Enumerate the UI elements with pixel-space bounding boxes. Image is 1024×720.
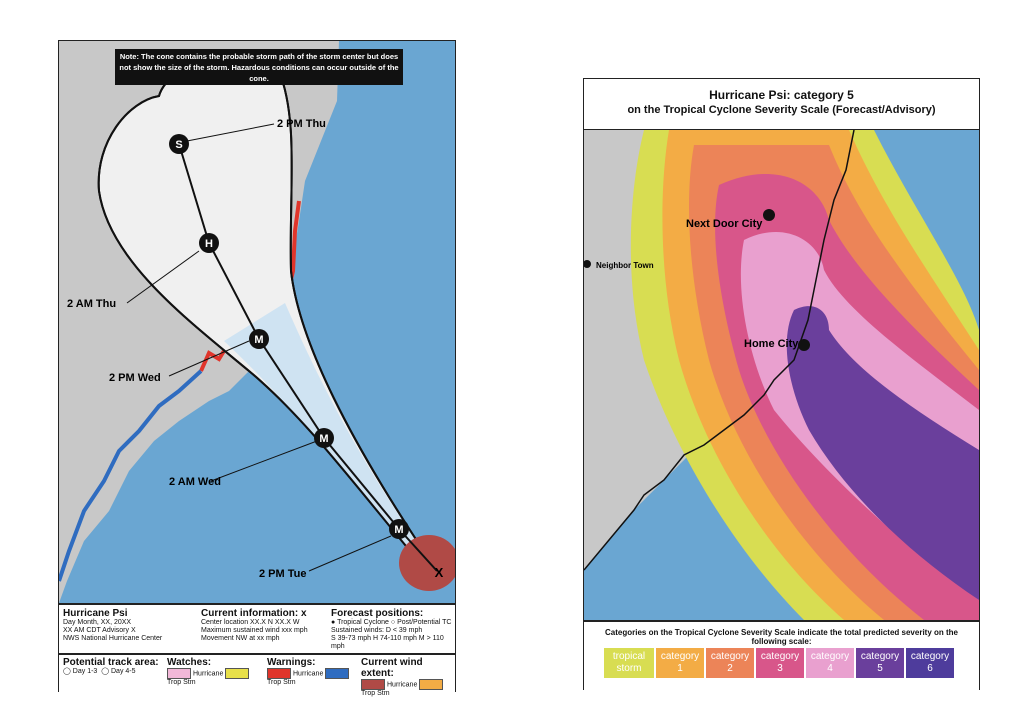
legend-track-area: Potential track area: ◯ Day 1-3 ◯ Day 4-… xyxy=(63,657,159,675)
home-city-label: Home City xyxy=(744,338,799,350)
note-box xyxy=(115,49,403,85)
current-position-marker: X xyxy=(435,565,444,580)
scale-category-5: category 5 xyxy=(856,648,904,678)
scale-category-2: category 2 xyxy=(706,648,754,678)
next-door-city-label: Next Door City xyxy=(686,218,763,230)
scale-caption: Categories on the Tropical Cyclone Sever… xyxy=(605,628,958,646)
legend-watches: Watches: Hurricane Trop Stm xyxy=(167,657,263,687)
coastline xyxy=(584,130,855,571)
svg-text:M: M xyxy=(319,433,328,445)
scale-category-4: category 4 xyxy=(806,648,854,678)
scale-category-1: category 1 xyxy=(656,648,704,678)
svg-text:H: H xyxy=(205,238,213,250)
label-2am-thu: 2 AM Thu xyxy=(67,298,116,310)
next-door-city-marker xyxy=(763,209,775,221)
svg-text:M: M xyxy=(394,524,403,536)
legend-current-info: Current information: x Center location X… xyxy=(201,608,308,642)
cone-note: Note: The cone contains the probable sto… xyxy=(119,52,399,83)
day13-shape-icon: ◯ xyxy=(63,668,71,675)
storm-marker-m1: M xyxy=(249,329,269,349)
storm-marker-s: S xyxy=(169,134,189,154)
storm-name: Hurricane Psi xyxy=(63,608,128,619)
svg-text:M: M xyxy=(254,334,263,346)
storm-marker-m3: M xyxy=(389,519,409,539)
cone-legend: Hurricane Psi Day Month, XX, 20XX XX AM … xyxy=(59,603,455,697)
legend-forecast-positions: Forecast positions: ● Tropical Cyclone ○… xyxy=(331,608,452,650)
scale-category-6: category 6 xyxy=(906,648,954,678)
day45-shape-icon: ◯ xyxy=(101,668,110,675)
scale-tropical-storm: tropical storm xyxy=(604,648,654,678)
label-2pm-tue: 2 PM Tue xyxy=(259,568,306,580)
neighbor-town-marker xyxy=(584,260,591,268)
warning-trop-swatch xyxy=(325,668,350,679)
tropical-cyclone-dot-icon: ● xyxy=(331,619,336,626)
cone-forecast-panel: Note: The cone contains the probable sto… xyxy=(58,40,456,697)
severity-map: Next Door City Home City Neighbor Town xyxy=(584,130,979,620)
legend-wind-extent: Current wind extent: Hurricane Trop Stm xyxy=(361,657,453,698)
legend-warnings: Warnings: Hurricane Trop Stm xyxy=(267,657,359,687)
hurricane-wind-extent xyxy=(399,535,455,591)
wind-hurricane-swatch xyxy=(361,679,385,690)
severity-scale-panel: Hurricane Psi: category 5 on the Tropica… xyxy=(583,78,980,691)
cone-map: Note: The cone contains the probable sto… xyxy=(59,41,455,603)
storm-marker-h: H xyxy=(199,233,219,253)
severity-title: Hurricane Psi: category 5 on the Tropica… xyxy=(584,79,979,131)
label-2am-wed: 2 AM Wed xyxy=(169,476,221,488)
warning-hurricane-swatch xyxy=(267,668,291,679)
legend-storm-info: Hurricane Psi Day Month, XX, 20XX XX AM … xyxy=(63,608,163,642)
storm-marker-m2: M xyxy=(314,428,334,448)
home-city-marker xyxy=(798,339,810,351)
severity-legend: Categories on the Tropical Cyclone Sever… xyxy=(584,620,979,691)
neighbor-town-label: Neighbor Town xyxy=(596,261,654,270)
svg-text:S: S xyxy=(175,139,182,151)
trop-storm-warning-coast-south xyxy=(59,369,203,582)
band-category-5 xyxy=(786,306,979,600)
label-2pm-thu: 2 PM Thu xyxy=(277,118,326,130)
watch-hurricane-swatch xyxy=(167,668,191,679)
post-tc-circle-icon: ○ xyxy=(390,619,396,626)
scale-category-3: category 3 xyxy=(756,648,804,678)
wind-trop-swatch xyxy=(419,679,444,690)
label-2pm-wed: 2 PM Wed xyxy=(109,372,161,384)
watch-trop-swatch xyxy=(225,668,250,679)
